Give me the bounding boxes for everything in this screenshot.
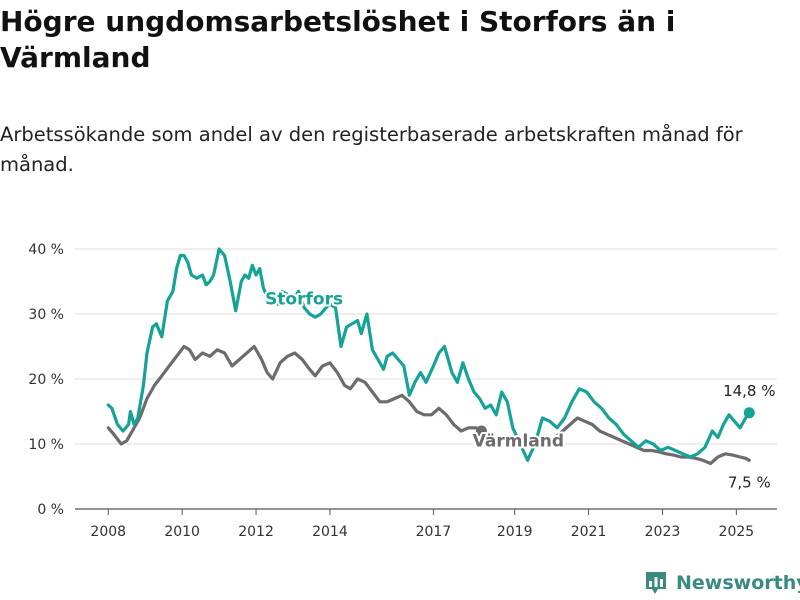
series-name-label: Storfors — [265, 289, 343, 309]
end-point-marker — [743, 407, 755, 419]
brand-logo: Newsworthy — [644, 570, 800, 596]
x-tick-label: 2008 — [90, 524, 126, 540]
x-tick-label: 2014 — [312, 524, 348, 540]
y-tick-label: 0 % — [37, 502, 64, 518]
series-line-storfors — [106, 247, 751, 462]
bar-chart-logo-icon — [646, 572, 666, 594]
y-tick-label: 30 % — [28, 307, 64, 323]
x-tick-label: 2019 — [497, 524, 533, 540]
chart-labels: Storfors Värmland 14,8 % 7,5 % — [263, 287, 775, 491]
axes: 0 % 10 % 20 % 30 % 40 % 2008 2010 2012 2014 2017 2… — [28, 242, 754, 540]
series-line-vrmland — [106, 344, 483, 446]
y-tick-label: 10 % — [28, 437, 64, 453]
series-lines — [106, 247, 755, 466]
x-tick-label: 2025 — [719, 524, 755, 540]
x-tick-label: 2021 — [571, 524, 607, 540]
series-line-varmland-continued — [553, 416, 751, 466]
x-tick-label: 2017 — [416, 524, 452, 540]
end-point-marker — [475, 425, 487, 437]
y-tick-label: 40 % — [28, 242, 64, 258]
x-tick-label: 2010 — [164, 524, 200, 540]
end-value-label: 7,5 % — [728, 473, 771, 491]
x-tick-label: 2023 — [645, 524, 681, 540]
series-name-label: Värmland — [473, 432, 564, 452]
chart-subtitle: Arbetssökande som andel av den registerb… — [0, 123, 743, 176]
x-tick-label: 2012 — [238, 524, 274, 540]
brand-name: Newsworthy — [676, 572, 800, 594]
y-tick-label: 20 % — [28, 372, 64, 388]
chart-title: Högre ungdomsarbetslöshet i Storfors än … — [0, 5, 676, 74]
end-value-label: 14,8 % — [723, 382, 775, 400]
